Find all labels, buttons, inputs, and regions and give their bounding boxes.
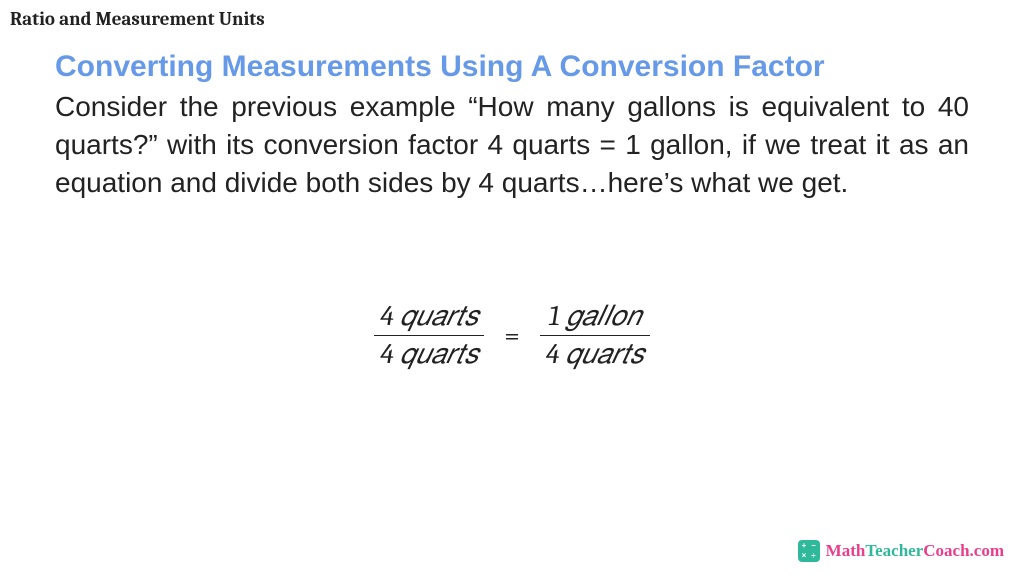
content-region: Converting Measurements Using A Conversi… [55, 50, 969, 201]
logo-text: MathTeacherCoach.com [826, 541, 1004, 561]
logo-times-icon: × [800, 552, 809, 561]
logo-text-math: Math [826, 541, 866, 560]
equation-left-numerator: 4 𝑞𝑢𝑎𝑟𝑡𝑠 [374, 300, 484, 335]
equation-left-denominator: 4 𝑞𝑢𝑎𝑟𝑡𝑠 [374, 335, 484, 371]
page-header-title: Ratio and Measurement Units [10, 8, 265, 30]
equation-right-denominator: 4 𝑞𝑢𝑎𝑟𝑡𝑠 [540, 335, 650, 371]
logo-badge-icon: + − × ÷ [798, 540, 820, 562]
equation-right-fraction: 1 𝑔𝑎𝑙𝑙𝑜𝑛 4 𝑞𝑢𝑎𝑟𝑡𝑠 [540, 300, 650, 371]
section-body: Consider the previous example “How many … [55, 88, 969, 201]
logo-plus-icon: + [800, 542, 809, 551]
equation: 4 𝑞𝑢𝑎𝑟𝑡𝑠 4 𝑞𝑢𝑎𝑟𝑡𝑠 = 1 𝑔𝑎𝑙𝑙𝑜𝑛 4 𝑞𝑢𝑎𝑟𝑡𝑠 [0, 300, 1024, 371]
logo-text-coach: Coach.com [923, 541, 1004, 560]
logo-minus-icon: − [809, 542, 818, 551]
logo-text-teacher: Teacher [865, 541, 923, 560]
footer-logo: + − × ÷ MathTeacherCoach.com [798, 540, 1004, 562]
logo-divide-icon: ÷ [809, 552, 818, 561]
equation-equals: = [500, 320, 524, 352]
section-title: Converting Measurements Using A Conversi… [55, 50, 969, 84]
equation-right-numerator: 1 𝑔𝑎𝑙𝑙𝑜𝑛 [543, 300, 647, 335]
equation-left-fraction: 4 𝑞𝑢𝑎𝑟𝑡𝑠 4 𝑞𝑢𝑎𝑟𝑡𝑠 [374, 300, 484, 371]
